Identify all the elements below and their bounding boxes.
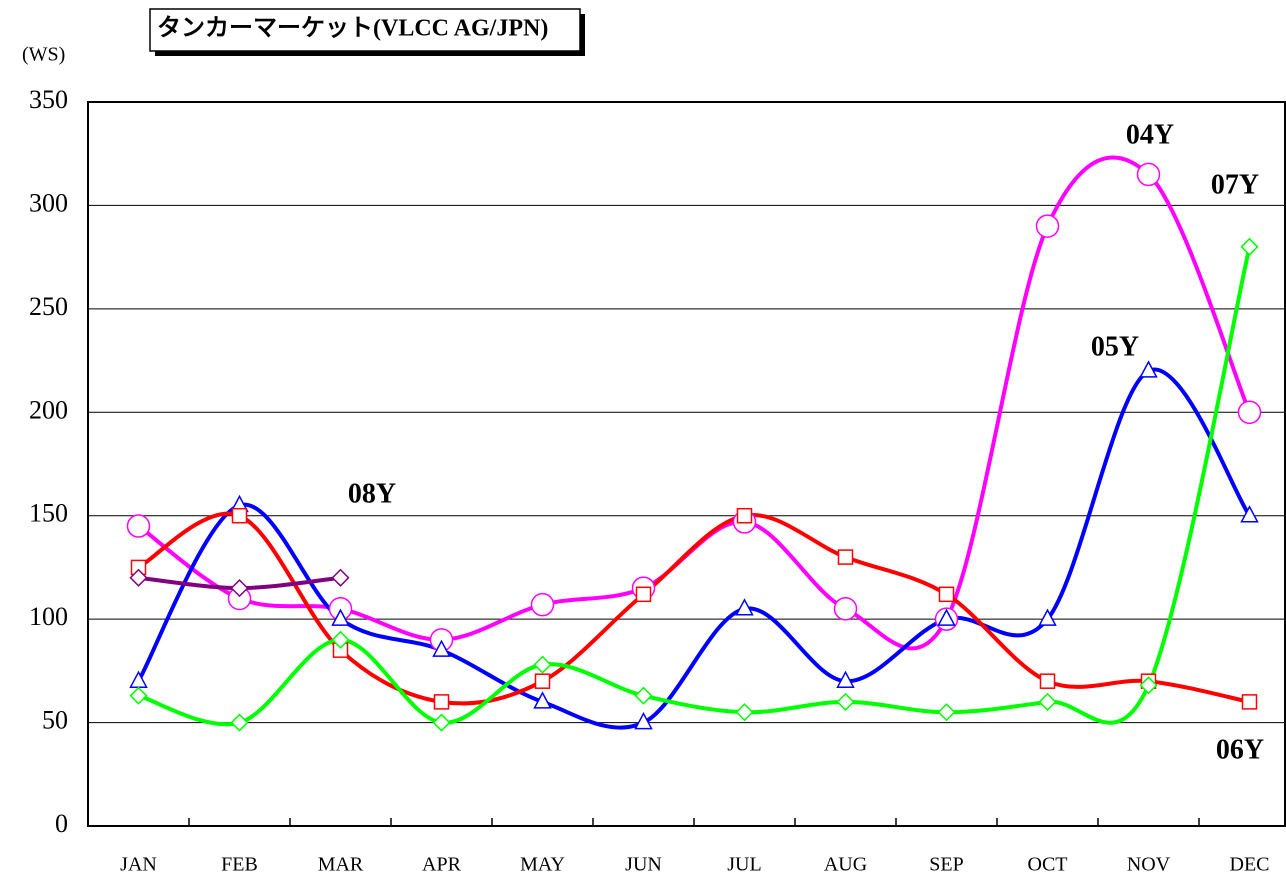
point: [129, 686, 148, 705]
chart-title: タンカーマーケット(VLCC AG/JPN): [157, 15, 548, 42]
x-tick-label: OCT: [1028, 854, 1068, 876]
point: [1241, 694, 1258, 710]
y-tick-label: 250: [29, 292, 68, 321]
point: [1039, 673, 1056, 689]
point: [530, 592, 555, 617]
point: [1139, 676, 1158, 695]
point: [433, 694, 450, 710]
point: [331, 608, 350, 626]
series-label: 08Y: [348, 478, 396, 509]
y-tick-label: 300: [29, 188, 68, 217]
point: [1038, 608, 1057, 626]
point: [937, 703, 956, 722]
title-box: [149, 8, 581, 52]
series-label: 06Y: [1216, 734, 1264, 765]
point: [735, 703, 754, 722]
point: [1035, 214, 1060, 238]
y-tick-label: 350: [29, 85, 68, 114]
point: [1240, 237, 1259, 256]
point: [533, 655, 552, 674]
point: [634, 711, 653, 730]
y-tick-label: 0: [55, 809, 68, 838]
point: [1136, 162, 1161, 187]
series-label: 05Y: [1091, 331, 1139, 362]
point: [1240, 505, 1259, 523]
x-tick-label: AUG: [824, 854, 867, 876]
point: [230, 579, 249, 598]
point: [533, 691, 552, 709]
point: [230, 713, 249, 732]
point: [129, 568, 148, 587]
point: [735, 598, 754, 616]
point: [331, 630, 350, 649]
point: [231, 507, 248, 524]
y-tick-label: 200: [29, 395, 68, 424]
point: [331, 568, 350, 587]
x-tick-label: DEC: [1230, 854, 1270, 876]
x-tick-label: MAY: [520, 854, 565, 876]
x-tick-label: JAN: [120, 854, 157, 876]
point: [534, 673, 551, 689]
plot-border: [87, 101, 1286, 827]
point: [736, 507, 753, 524]
x-tick-label: SEP: [929, 854, 963, 876]
point: [938, 586, 955, 603]
point: [432, 713, 451, 732]
x-tick-label: JUN: [625, 854, 662, 876]
series-line: [137, 246, 1252, 727]
point: [836, 692, 855, 711]
series-line: [137, 511, 1250, 706]
series-label: 07Y: [1211, 169, 1259, 200]
x-tick-label: MAR: [318, 854, 364, 876]
point: [635, 586, 652, 603]
x-tick-label: NOV: [1127, 854, 1171, 876]
x-tick-label: JUL: [727, 854, 761, 876]
y-tick-label: 100: [29, 602, 68, 631]
point: [836, 670, 855, 688]
point: [937, 608, 956, 626]
point: [1237, 400, 1262, 425]
point: [1139, 360, 1158, 378]
point: [837, 549, 854, 565]
point: [432, 639, 451, 657]
y-tick-label: 150: [29, 499, 68, 528]
series-label: 04Y: [1126, 119, 1174, 150]
y-axis-label: (WS): [22, 44, 65, 66]
point: [126, 514, 151, 538]
point: [833, 597, 858, 621]
y-tick-label: 50: [42, 706, 68, 735]
x-tick-label: APR: [422, 854, 462, 876]
point: [634, 686, 653, 705]
point: [1038, 692, 1057, 711]
x-tick-label: FEB: [221, 854, 258, 876]
